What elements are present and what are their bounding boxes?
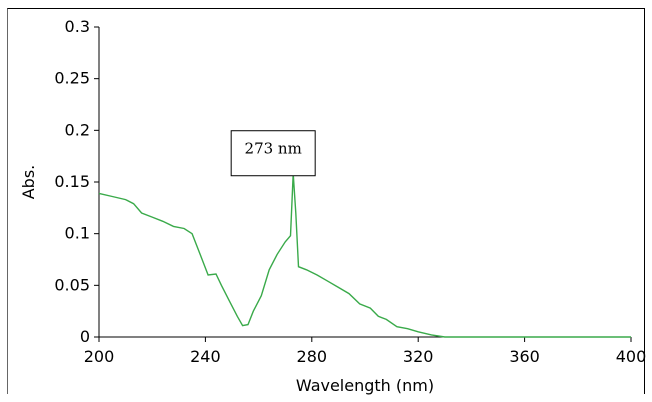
- annotation-box: [230, 130, 316, 177]
- y-tick-label: 0.25: [54, 69, 90, 88]
- y-tick-label: 0.2: [65, 120, 90, 139]
- series-line: [98, 173, 631, 338]
- annotation-text: 273 nm: [245, 140, 302, 158]
- x-tick-label: 280: [297, 347, 328, 366]
- ticks: [94, 26, 632, 342]
- tick-labels: 0 0.05 0.1 0.15 0.2 0.25 0.3 200 240 280 320 360 400: [54, 17, 646, 366]
- x-tick-label: 240: [190, 347, 221, 366]
- x-tick-label: 400: [616, 347, 647, 366]
- y-axis-title: Abs.: [19, 165, 38, 200]
- x-tick-label: 360: [509, 347, 540, 366]
- y-tick-label: 0.3: [65, 17, 90, 36]
- chart-frame: [7, 8, 645, 394]
- peak-annotation: 273 nm: [230, 130, 316, 177]
- y-tick-label: 0.15: [54, 172, 90, 191]
- x-tick-label: 200: [84, 347, 115, 366]
- y-tick-label: 0.05: [54, 275, 90, 294]
- x-axis-title: Wavelength (nm): [296, 376, 434, 395]
- y-tick-label: 0.1: [65, 224, 90, 243]
- y-tick-label: 0: [80, 327, 90, 346]
- x-tick-label: 320: [403, 347, 434, 366]
- axes: [98, 27, 631, 338]
